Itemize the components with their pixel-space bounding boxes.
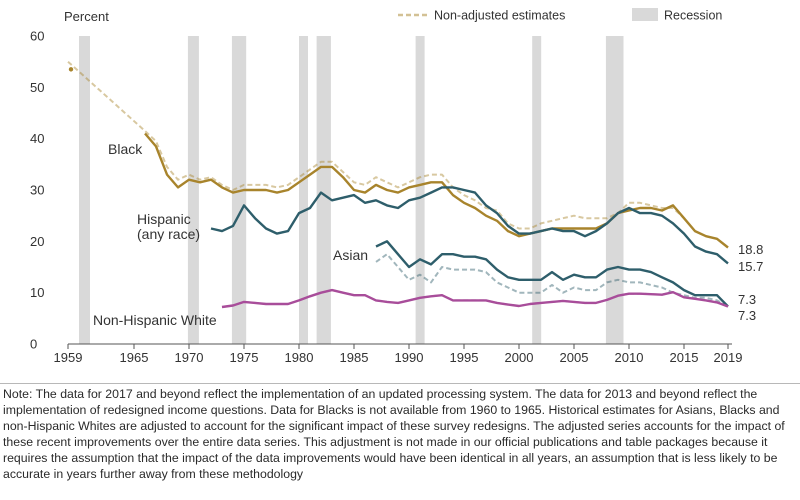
recession-band-1 [79,36,90,344]
hispanic-end-value-label: 15.7 [738,259,763,274]
x-tick-label-1965: 1965 [120,350,149,365]
y-tick-label-50: 50 [30,80,44,95]
series-labels: Black 18.8 Hispanic(any race) 15.7 Asian 7.3 N… [93,141,763,328]
hispanic-line [210,186,729,265]
x-tick-label-2000: 2000 [505,350,534,365]
x-tick-label-1975: 1975 [230,350,259,365]
x-tick-label-2019: 2019 [714,350,743,365]
black-non-adjusted-line [67,60,729,249]
hispanic-series-label: Hispanic [137,211,191,227]
legend-non-adjusted-label: Non-adjusted estimates [434,9,565,23]
asian-end-value-label: 7.3 [738,292,756,307]
y-tick-label-60: 60 [30,29,44,44]
hispanic-series-label-line2: (any race) [137,226,200,242]
non-hispanic-white-series-label: Non-Hispanic White [93,312,217,328]
asian-series-label: Asian [333,247,368,263]
y-tick-label-40: 40 [30,131,44,146]
asian-line [375,240,729,308]
y-tick-label-30: 30 [30,183,44,198]
x-tick-label-2015: 2015 [670,350,699,365]
recession-band-6 [415,36,425,344]
y-tick-label-0: 0 [30,337,37,352]
legend-recession-label: Recession [664,9,722,23]
poverty-rate-chart: 0 10 20 30 40 50 60 Percent 1959 1965 1970 1975 1980… [30,8,763,365]
note-divider [0,383,800,384]
recession-band-2 [187,36,199,344]
x-tick-label-1995: 1995 [450,350,479,365]
recession-band-5 [316,36,331,344]
x-tick-label-2010: 2010 [615,350,644,365]
recession-band-4 [299,36,308,344]
recession-bands [79,36,624,344]
x-tick-label-2005: 2005 [560,350,589,365]
x-tick-label-1980: 1980 [285,350,314,365]
non-hispanic-white-non-adjusted-line [221,289,729,308]
legend: Non-adjusted estimates Recession [398,8,722,23]
series-lines [67,60,729,309]
black-series-label: Black [108,141,143,157]
x-tick-label-1970: 1970 [175,350,204,365]
x-tick-label-1985: 1985 [340,350,369,365]
black-end-value-label: 18.8 [738,242,763,257]
recession-band-7 [532,36,542,344]
y-tick-label-10: 10 [30,285,44,300]
asian-non-adjusted-line [375,253,729,308]
x-tick-label-1990: 1990 [395,350,424,365]
black-1959-point [68,67,74,72]
chart-note: Note: The data for 2017 and beyond refle… [3,387,785,482]
x-tick-label-1959: 1959 [54,350,83,365]
y-axis-label: Percent [64,9,109,24]
axes: 0 10 20 30 40 50 60 Percent 1959 1965 1970 1975 1980… [30,9,742,365]
y-tick-label-20: 20 [30,234,44,249]
non-hispanic-white-line [221,288,729,309]
non-hispanic-white-end-value-label: 7.3 [738,308,756,323]
legend-recession-swatch [632,8,658,21]
